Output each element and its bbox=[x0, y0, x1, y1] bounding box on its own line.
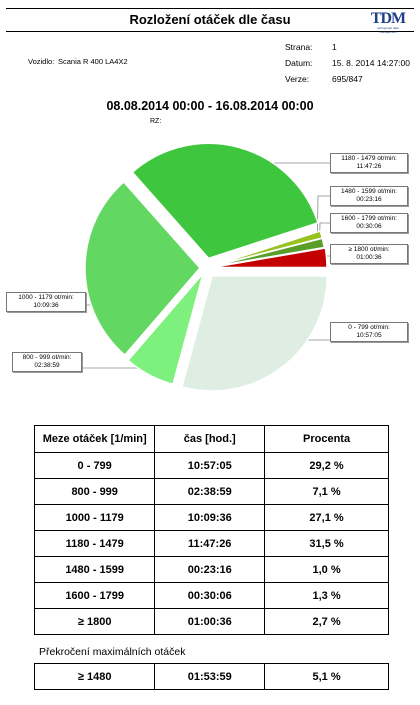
date-value: 15. 8. 2014 14:27:00 bbox=[332, 58, 410, 68]
pie-slice--1800 bbox=[211, 247, 328, 269]
overrun-title: Překročení maximálních otáček bbox=[39, 646, 186, 658]
cell-percent: 7,1 % bbox=[264, 478, 389, 505]
pie-label-range: 800 - 999 ot/min: bbox=[22, 354, 72, 361]
pie-label-range: ≥ 1800 ot/min: bbox=[348, 246, 390, 253]
rz-label: RZ: bbox=[150, 118, 162, 125]
cell-time: 10:09:36 bbox=[154, 504, 266, 531]
table-row: 1480 - 1599 00:23:16 1,0 % bbox=[33, 556, 389, 583]
table-row: 1600 - 1799 00:30:06 1,3 % bbox=[33, 582, 389, 609]
rpm-table: Meze otáček [1/min] čas [hod.] Procenta … bbox=[33, 425, 389, 635]
pie-label: 800 - 999 ot/min: 02:38:59 bbox=[12, 352, 82, 372]
logo-subtext: tachograph data management bbox=[377, 26, 399, 34]
overrun-table: ≥ 1480 01:53:59 5,1 % bbox=[33, 663, 389, 690]
pie-slice-800-999 bbox=[126, 272, 204, 386]
table-row: ≥ 1480 01:53:59 5,1 % bbox=[33, 663, 389, 690]
pie-label: 1600 - 1799 ot/min: 00:30:06 bbox=[330, 213, 408, 233]
report-header: Rozložení otáček dle času TDM tachograph… bbox=[6, 8, 414, 35]
page-label: Strana: bbox=[285, 42, 313, 52]
cell-range: ≥ 1480 bbox=[33, 663, 156, 690]
cell-time: 02:38:59 bbox=[154, 478, 266, 505]
pie-label-range: 1000 - 1179 ot/min: bbox=[18, 294, 74, 301]
leader-line bbox=[316, 195, 330, 236]
table-row: 1000 - 1179 10:09:36 27,1 % bbox=[33, 504, 389, 531]
pie-label-time: 00:30:06 bbox=[356, 223, 382, 230]
pie-slice-0-799 bbox=[180, 275, 328, 392]
pie-label: 0 - 799 ot/min: 10:57:05 bbox=[330, 322, 408, 342]
cell-range: 800 - 999 bbox=[33, 478, 156, 505]
cell-time: 01:00:36 bbox=[154, 608, 266, 635]
vehicle-label: Vozidlo: bbox=[28, 57, 55, 66]
col-header-percent: Procenta bbox=[264, 425, 389, 453]
vehicle-value: Scania R 400 LA4X2 bbox=[58, 57, 128, 66]
page-value: 1 bbox=[332, 42, 337, 52]
pie-label: 1480 - 1599 ot/min: 00:23:16 bbox=[330, 186, 408, 206]
pie-label-range: 0 - 799 ot/min: bbox=[348, 324, 390, 331]
cell-time: 00:30:06 bbox=[154, 582, 266, 609]
col-header-time: čas [hod.] bbox=[154, 425, 266, 453]
period-range: 08.08.2014 00:00 - 16.08.2014 00:00 bbox=[106, 99, 314, 113]
cell-range: 1600 - 1799 bbox=[33, 582, 156, 609]
pie-label-range: 1180 - 1479 ot/min: bbox=[341, 155, 397, 162]
pie-label-time: 10:57:05 bbox=[356, 332, 382, 339]
cell-percent: 5,1 % bbox=[264, 663, 389, 690]
pie-slice-1180-1479 bbox=[131, 142, 319, 260]
date-label: Datum: bbox=[285, 58, 313, 68]
tdm-logo: TDM tachograph data management bbox=[368, 10, 408, 35]
cell-percent: 31,5 % bbox=[264, 530, 389, 557]
pie-label-time: 00:23:16 bbox=[356, 196, 382, 203]
rpm-pie-chart bbox=[82, 142, 330, 392]
cell-percent: 27,1 % bbox=[264, 504, 389, 531]
pie-label-range: 1480 - 1599 ot/min: bbox=[340, 188, 397, 195]
cell-range: ≥ 1800 bbox=[33, 608, 156, 635]
cell-range: 1480 - 1599 bbox=[33, 556, 156, 583]
pie-label: ≥ 1800 ot/min: 01:00:36 bbox=[330, 244, 408, 264]
cell-time: 00:23:16 bbox=[154, 556, 266, 583]
version-value: 695/847 bbox=[332, 74, 363, 84]
cell-range: 0 - 799 bbox=[33, 452, 156, 479]
cell-percent: 2,7 % bbox=[264, 608, 389, 635]
cell-percent: 1,0 % bbox=[264, 556, 389, 583]
pie-label-range: 1600 - 1799 ot/min: bbox=[340, 215, 397, 222]
pie-label-time: 02:38:59 bbox=[34, 362, 60, 369]
col-header-range: Meze otáček [1/min] bbox=[33, 425, 156, 453]
logo-text: TDM bbox=[370, 10, 406, 27]
pie-label: 1180 - 1479 ot/min: 11:47:26 bbox=[330, 153, 408, 173]
table-row: ≥ 1800 01:00:36 2,7 % bbox=[33, 608, 389, 635]
table-row: 0 - 799 10:57:05 29,2 % bbox=[33, 452, 389, 479]
cell-time: 10:57:05 bbox=[154, 452, 266, 479]
cell-percent: 29,2 % bbox=[264, 452, 389, 479]
cell-range: 1000 - 1179 bbox=[33, 504, 156, 531]
pie-label: 1000 - 1179 ot/min: 10:09:36 bbox=[6, 292, 86, 312]
cell-time: 11:47:26 bbox=[154, 530, 266, 557]
version-label: Verze: bbox=[285, 74, 310, 84]
table-row: 1180 - 1479 11:47:26 31,5 % bbox=[33, 530, 389, 557]
pie-label-time: 11:47:26 bbox=[356, 163, 382, 170]
table-header-row: Meze otáček [1/min] čas [hod.] Procenta bbox=[33, 425, 389, 453]
pie-slice-1000-1179 bbox=[84, 180, 201, 357]
pie-label-time: 10:09:36 bbox=[33, 302, 59, 309]
cell-percent: 1,3 % bbox=[264, 582, 389, 609]
table-row: 800 - 999 02:38:59 7,1 % bbox=[33, 478, 389, 505]
cell-time: 01:53:59 bbox=[154, 663, 266, 690]
pie-label-time: 01:00:36 bbox=[356, 254, 382, 261]
report-title: Rozložení otáček dle času bbox=[129, 12, 291, 27]
cell-range: 1180 - 1479 bbox=[33, 530, 156, 557]
